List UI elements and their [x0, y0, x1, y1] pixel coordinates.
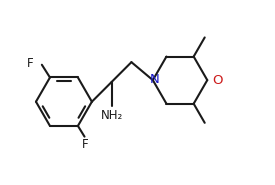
Text: O: O: [212, 74, 223, 87]
Text: NH₂: NH₂: [101, 109, 123, 122]
Text: F: F: [27, 57, 33, 70]
Text: F: F: [82, 138, 89, 151]
Text: N: N: [149, 73, 159, 86]
